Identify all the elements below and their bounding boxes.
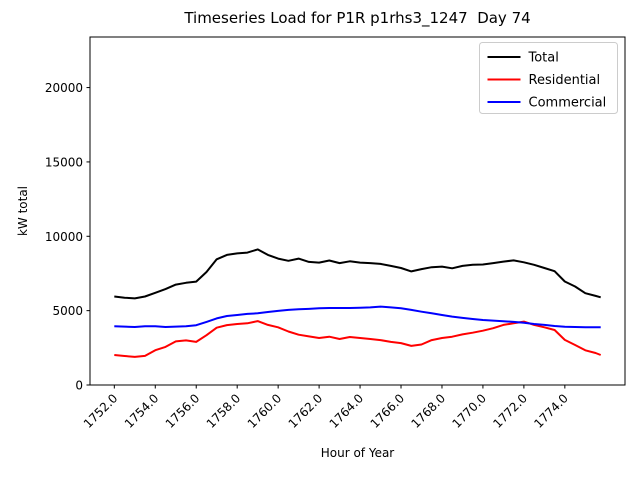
legend-box xyxy=(479,42,618,114)
legend-label-commercial: Commercial xyxy=(529,96,607,111)
y-tick-label: 10000 xyxy=(45,230,83,244)
x-tick-label: 1756.0 xyxy=(163,391,203,431)
legend-label-total: Total xyxy=(528,51,559,66)
y-axis-label: kW total xyxy=(16,186,30,236)
x-tick-label: 1760.0 xyxy=(245,391,285,431)
x-tick-label: 1772.0 xyxy=(490,391,530,431)
y-tick-label: 15000 xyxy=(45,155,83,169)
series-line-commercial xyxy=(114,305,601,329)
x-tick-label: 1752.0 xyxy=(81,391,121,431)
x-tick-label: 1758.0 xyxy=(204,391,244,431)
plot-border xyxy=(89,36,626,386)
x-tick-label: 1774.0 xyxy=(531,391,571,431)
series-line-total xyxy=(114,248,601,300)
y-tick-label: 0 xyxy=(75,379,83,393)
series-line-residential xyxy=(114,320,602,358)
x-tick-label: 1768.0 xyxy=(408,391,448,431)
x-tick-label: 1754.0 xyxy=(122,391,162,431)
x-tick-label: 1770.0 xyxy=(449,391,489,431)
chart-title: Timeseries Load for P1R p1rhs3_1247 Day … xyxy=(183,9,530,28)
x-tick-label: 1762.0 xyxy=(286,391,326,431)
y-tick-label: 20000 xyxy=(45,81,83,95)
x-tick-label: 1766.0 xyxy=(368,391,408,431)
x-axis-label: Hour of Year xyxy=(321,446,395,460)
legend-label-residential: Residential xyxy=(529,73,601,88)
x-tick-label: 1764.0 xyxy=(327,391,367,431)
y-tick-label: 5000 xyxy=(52,304,83,318)
